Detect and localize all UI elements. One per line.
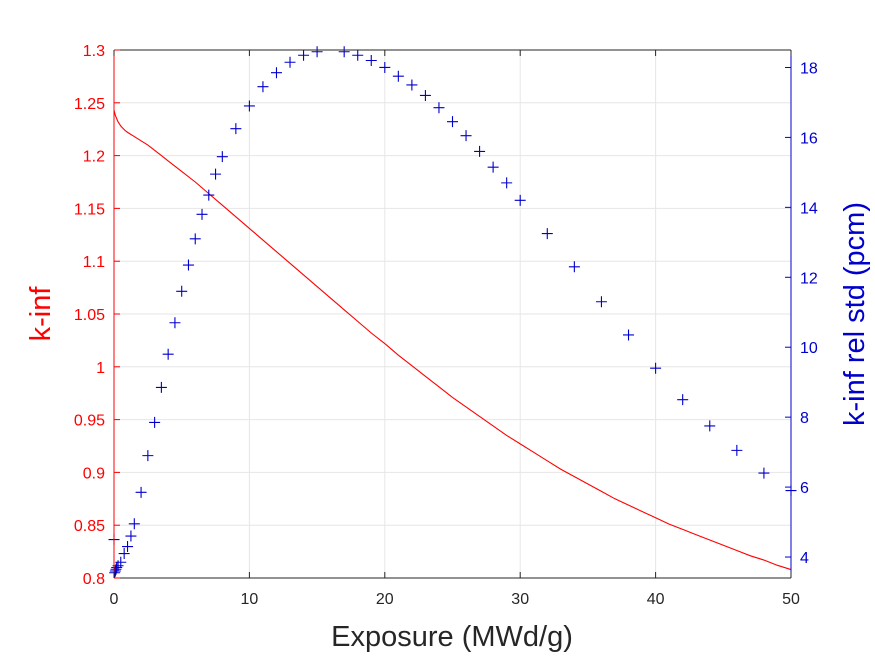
std-marker bbox=[182, 259, 194, 271]
std-marker bbox=[704, 420, 716, 432]
y-left-tick-label: 1.2 bbox=[83, 149, 105, 166]
std-marker bbox=[392, 70, 404, 82]
std-marker bbox=[568, 261, 580, 273]
std-marker bbox=[196, 208, 208, 220]
y-right-tick-label: 12 bbox=[800, 270, 818, 287]
std-marker bbox=[210, 168, 222, 180]
std-marker bbox=[243, 100, 255, 112]
y-left-tick-label: 1.3 bbox=[83, 43, 105, 60]
std-marker bbox=[155, 381, 167, 393]
std-marker bbox=[501, 177, 513, 189]
std-marker bbox=[731, 444, 743, 456]
std-marker bbox=[122, 541, 134, 553]
y-left-tick-label: 1.15 bbox=[74, 201, 105, 218]
std-marker bbox=[623, 329, 635, 341]
std-marker bbox=[514, 194, 526, 206]
std-marker bbox=[118, 548, 130, 560]
std-marker bbox=[474, 145, 486, 157]
std-marker bbox=[270, 67, 282, 79]
y-left-tick-label: 1.1 bbox=[83, 254, 105, 271]
std-marker bbox=[541, 228, 553, 240]
y-right-tick-label: 4 bbox=[800, 550, 809, 567]
std-marker bbox=[433, 102, 445, 114]
x-tick-label: 20 bbox=[376, 591, 394, 608]
std-marker bbox=[379, 61, 391, 73]
std-marker bbox=[176, 285, 188, 297]
std-marker bbox=[142, 450, 154, 462]
std-marker bbox=[128, 518, 140, 530]
std-marker bbox=[406, 79, 418, 91]
std-marker bbox=[257, 81, 269, 93]
std-marker bbox=[677, 394, 689, 406]
y-left-tick-label: 0.8 bbox=[83, 571, 105, 588]
std-marker bbox=[758, 467, 770, 479]
x-tick-label: 10 bbox=[241, 591, 259, 608]
x-axis-label: Exposure (MWd/g) bbox=[331, 621, 573, 653]
grid bbox=[113, 49, 792, 579]
std-marker bbox=[595, 296, 607, 308]
std-marker bbox=[365, 54, 377, 66]
x-tick-label: 40 bbox=[647, 591, 665, 608]
y-right-tick-label: 6 bbox=[800, 480, 809, 497]
std-marker bbox=[125, 530, 137, 542]
std-marker bbox=[216, 151, 228, 163]
y-left-tick-label: 1.05 bbox=[74, 307, 105, 324]
std-marker bbox=[311, 46, 323, 58]
y-right-tick-label: 18 bbox=[800, 60, 818, 77]
y-left-tick-label: 1 bbox=[96, 360, 105, 377]
kinf-line bbox=[113, 110, 792, 571]
y-right-tick-label: 10 bbox=[800, 340, 818, 357]
std-marker bbox=[338, 46, 350, 58]
y-right-tick-label: 16 bbox=[800, 130, 818, 147]
std-marker bbox=[230, 123, 242, 135]
y-left-tick-label: 1.25 bbox=[74, 96, 105, 113]
std-marker bbox=[419, 89, 431, 101]
std-marker bbox=[169, 317, 181, 329]
std-marker bbox=[650, 362, 662, 374]
std-marker bbox=[352, 49, 364, 61]
std-marker bbox=[460, 130, 472, 142]
y-left-tick-label: 0.95 bbox=[74, 413, 105, 430]
y-left-axis-label: k-inf bbox=[25, 286, 57, 342]
std-marker bbox=[487, 161, 499, 173]
std-marker bbox=[162, 348, 174, 360]
x-tick-label: 30 bbox=[511, 591, 529, 608]
std-marker bbox=[189, 233, 201, 245]
y-right-axis-label: k-inf rel std (pcm) bbox=[839, 202, 871, 426]
std-marker bbox=[284, 56, 296, 68]
x-tick-label: 50 bbox=[782, 591, 800, 608]
y-left-tick-label: 0.85 bbox=[74, 518, 105, 535]
y-right-tick-label: 14 bbox=[800, 200, 818, 217]
std-marker bbox=[149, 416, 161, 428]
y-right-tick-label: 8 bbox=[800, 410, 809, 427]
std-marker bbox=[203, 189, 215, 201]
x-tick-label: 0 bbox=[110, 591, 119, 608]
std-marker bbox=[447, 116, 458, 128]
y-left-tick-label: 0.9 bbox=[83, 465, 105, 482]
std-marker bbox=[298, 49, 310, 61]
std-marker bbox=[135, 486, 147, 498]
ticks: 0.8 0.85 0.9 0.95 1 1.05 1.1 1.15 1.2 1.25 1.3 4 6 8 1… bbox=[74, 43, 818, 608]
std-marker bbox=[115, 556, 127, 568]
